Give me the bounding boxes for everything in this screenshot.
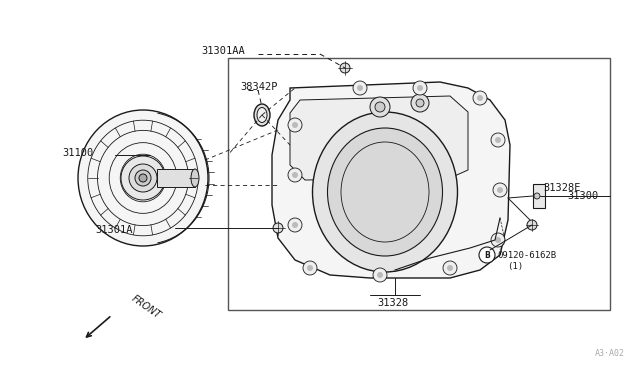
Text: 31328: 31328 [378, 298, 408, 308]
Circle shape [413, 81, 427, 95]
Circle shape [292, 222, 298, 228]
Circle shape [495, 237, 501, 243]
Circle shape [340, 63, 350, 73]
Circle shape [497, 187, 503, 193]
Ellipse shape [312, 112, 458, 272]
Text: 31328E: 31328E [543, 183, 580, 193]
Text: 31301AA: 31301AA [201, 46, 245, 56]
Circle shape [477, 95, 483, 101]
Text: 31301A: 31301A [95, 225, 132, 235]
Circle shape [121, 156, 165, 200]
Circle shape [527, 220, 537, 230]
Text: FRONT: FRONT [130, 294, 163, 321]
Circle shape [139, 174, 147, 182]
Circle shape [377, 272, 383, 278]
Circle shape [292, 172, 298, 178]
Circle shape [479, 247, 495, 263]
Text: A3·A02: A3·A02 [595, 349, 625, 358]
Ellipse shape [257, 108, 267, 122]
Circle shape [288, 168, 302, 182]
Circle shape [135, 170, 151, 186]
Circle shape [495, 137, 501, 143]
Circle shape [129, 164, 157, 192]
Circle shape [534, 193, 540, 199]
Circle shape [473, 91, 487, 105]
Circle shape [411, 94, 429, 112]
Bar [533, 184, 545, 208]
Circle shape [493, 183, 507, 197]
Text: (1): (1) [507, 262, 523, 270]
Text: 31100: 31100 [62, 148, 93, 158]
Circle shape [491, 233, 505, 247]
Circle shape [416, 99, 424, 107]
Circle shape [303, 261, 317, 275]
Ellipse shape [191, 169, 199, 187]
Polygon shape [272, 82, 510, 278]
Text: B: B [484, 250, 490, 260]
Circle shape [443, 261, 457, 275]
Polygon shape [290, 96, 468, 180]
Circle shape [288, 118, 302, 132]
Circle shape [292, 122, 298, 128]
Circle shape [417, 85, 423, 91]
Circle shape [357, 85, 363, 91]
Bar [157, 169, 195, 187]
Circle shape [375, 102, 385, 112]
Circle shape [370, 97, 390, 117]
Circle shape [288, 218, 302, 232]
Text: 38342P: 38342P [240, 82, 278, 92]
Circle shape [373, 268, 387, 282]
Circle shape [307, 265, 313, 271]
Text: 31300: 31300 [567, 191, 598, 201]
Ellipse shape [78, 110, 208, 246]
Circle shape [447, 265, 453, 271]
Circle shape [353, 81, 367, 95]
Bar [228, 58, 610, 310]
Circle shape [273, 223, 283, 233]
Circle shape [491, 133, 505, 147]
Text: 09120-6162B: 09120-6162B [497, 250, 556, 260]
Ellipse shape [328, 128, 442, 256]
Ellipse shape [254, 104, 270, 126]
